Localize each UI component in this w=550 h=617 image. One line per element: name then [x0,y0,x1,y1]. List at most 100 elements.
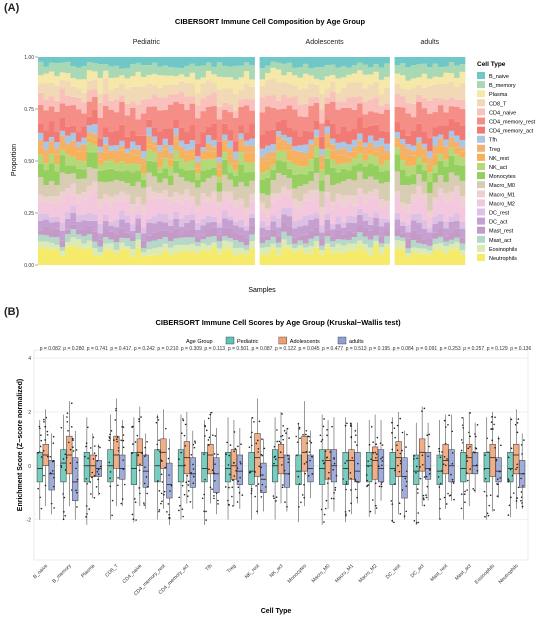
data-point [227,499,229,502]
bar-segment [43,99,50,111]
bar-segment [319,238,325,246]
data-point [323,513,326,516]
bar-segment [324,236,331,244]
bar-segment [157,193,163,199]
data-point [185,481,188,484]
bar-segment [259,57,266,69]
bar-segment [162,158,169,169]
bar-segment [259,243,266,248]
bar-segment [189,182,196,197]
bar-segment [81,236,88,244]
bar-segment [330,209,336,225]
bar-segment [308,159,315,171]
bar-segment [410,184,417,195]
bar-segment [92,109,98,125]
bar-segment [275,135,282,142]
bar-segment [157,213,163,222]
bar-segment [335,172,342,184]
data-point [483,468,486,470]
data-point [356,444,358,446]
bar-segment [81,113,88,127]
data-point [444,426,447,428]
bar-segment [437,160,444,176]
bar-segment [410,155,417,166]
bar-segment [119,191,125,202]
bar-segment [130,86,136,102]
bar-segment [297,116,304,137]
bar-segment [270,67,277,80]
bar-segment [151,136,158,142]
data-point [517,486,520,489]
bar-segment [286,83,293,98]
bar-segment [59,88,66,104]
bar-segment [222,145,228,153]
bar-segment [195,143,201,157]
bar-segment [340,163,347,169]
bar-segment [59,230,66,241]
data-point [307,475,310,477]
data-point [488,504,491,507]
bar-segment [195,79,201,94]
bar-segment [43,226,50,236]
data-point [460,439,463,441]
bar-segment [216,62,223,77]
bar-segment [184,214,190,223]
bar-segment [448,81,455,98]
data-point [88,508,91,510]
bar-segment [330,236,336,242]
bar-segment [437,83,444,99]
bar-segment [178,237,185,245]
bar-segment [162,199,169,214]
bar-segment [140,179,147,188]
bar-segment [97,223,104,234]
bar-segment [178,177,185,195]
bar-segment [378,183,385,200]
bar-segment [346,67,352,75]
bar-segment [421,143,428,149]
bar-segment [437,98,444,106]
bar-segment [200,83,207,99]
bar-segment [308,253,315,265]
data-point [192,468,195,470]
bar-segment [292,85,298,97]
bar-segment [427,85,433,101]
data-point [404,477,407,480]
bar-segment [162,138,169,145]
bar-segment [135,239,142,248]
bar-segment [367,239,374,248]
data-point [298,506,300,508]
bar-segment [54,142,60,149]
data-point [345,480,348,483]
bar-segment [362,236,369,245]
bar-segment [227,220,234,229]
bar-segment [319,67,325,81]
bar-segment [97,159,104,165]
bar-segment [43,235,50,242]
bar-segment [75,109,82,133]
bar-segment [162,237,169,244]
bar-segment [443,99,450,113]
data-point [374,451,377,454]
bar-segment [351,216,358,224]
data-point [305,429,308,432]
p-value-label: p = 0.195 [369,346,390,352]
data-point [393,427,396,429]
bar-segment [421,163,428,171]
bar-segment [400,63,406,76]
data-point [439,518,441,520]
data-point [403,515,406,518]
bar-segment [362,244,369,252]
bar-segment [281,134,288,140]
bar-segment [275,62,282,70]
data-point [226,441,228,444]
bar-segment [432,127,439,137]
data-point [205,429,208,432]
bar-segment [227,155,234,164]
data-point [146,440,148,443]
bar-segment [119,145,125,151]
data-point [332,468,334,471]
bar-segment [324,243,331,248]
bar-segment [140,86,147,100]
bar-segment [324,197,331,215]
bar-segment [427,151,433,158]
